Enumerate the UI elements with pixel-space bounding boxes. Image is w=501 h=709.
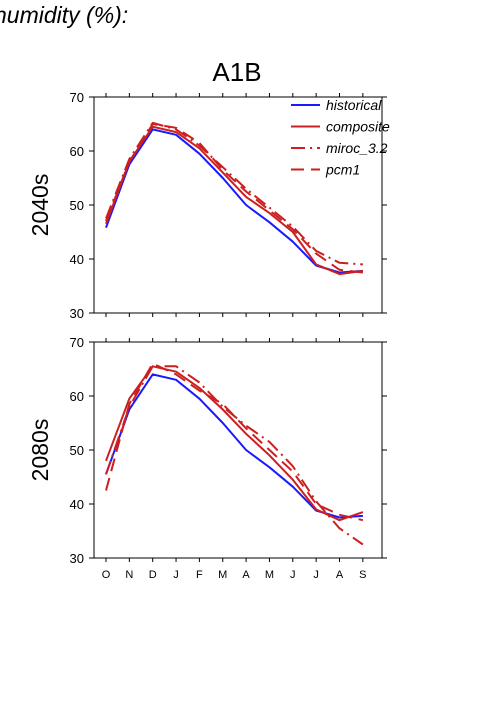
y-tick-label: 30 — [70, 306, 84, 321]
x-tick-label: A — [336, 569, 344, 581]
series-line-pcm1 — [105, 362, 364, 522]
y-tick-label: 60 — [70, 144, 84, 159]
legend-label: composite — [326, 119, 390, 135]
y-tick-label: 60 — [70, 389, 84, 404]
x-tick-label: A — [242, 569, 250, 581]
y-tick-label: 70 — [70, 90, 84, 105]
series-line-historical — [105, 373, 363, 519]
legend-label: pcm1 — [325, 162, 360, 178]
x-tick-label: M — [265, 569, 274, 581]
x-tick-label: N — [125, 569, 133, 581]
series-line-historical — [105, 128, 363, 274]
series-line-composite — [105, 365, 364, 522]
panel-2: 30 40 50 60 70 2080s — [27, 335, 387, 566]
x-tick-label: F — [196, 569, 203, 581]
chart-title: A1B — [212, 57, 261, 87]
legend-label: historical — [326, 97, 382, 113]
y-tick-label: 30 — [70, 551, 84, 566]
legend-label: miroc_3.2 — [326, 140, 388, 156]
y-tick-label: 40 — [70, 497, 84, 512]
y-tick-label: 50 — [70, 198, 84, 213]
y-tick-label: 50 — [70, 443, 84, 458]
x-tick-label: D — [149, 569, 157, 581]
y-tick-label: 70 — [70, 335, 84, 350]
x-tick-label: J — [313, 569, 319, 581]
legend: historical composite miroc_3.2 pcm1 — [291, 97, 390, 178]
x-tick-label: S — [359, 569, 366, 581]
x-tick-label: O — [102, 569, 111, 581]
x-tick-label: M — [218, 569, 227, 581]
y-axis-label: 2080s — [27, 419, 53, 482]
page-title: humidity (%): — [0, 2, 129, 28]
x-tick-label: J — [173, 569, 179, 581]
panel-1: 30 40 50 60 70 2040s — [27, 90, 387, 321]
y-tick-label: 40 — [70, 252, 84, 267]
plot-area: 30 40 50 60 70 2040s 30 40 50 60 70 2080s O N D J F M A M J J… — [27, 90, 390, 581]
series-line-miroc-3-2 — [105, 365, 364, 546]
panel-frame — [93, 341, 383, 559]
series-line-pcm1 — [105, 123, 364, 274]
x-tick-label: J — [290, 569, 296, 581]
series-line-miroc-3-2 — [105, 121, 363, 266]
series-line-composite — [105, 125, 364, 276]
y-axis-label: 2040s — [27, 174, 53, 237]
